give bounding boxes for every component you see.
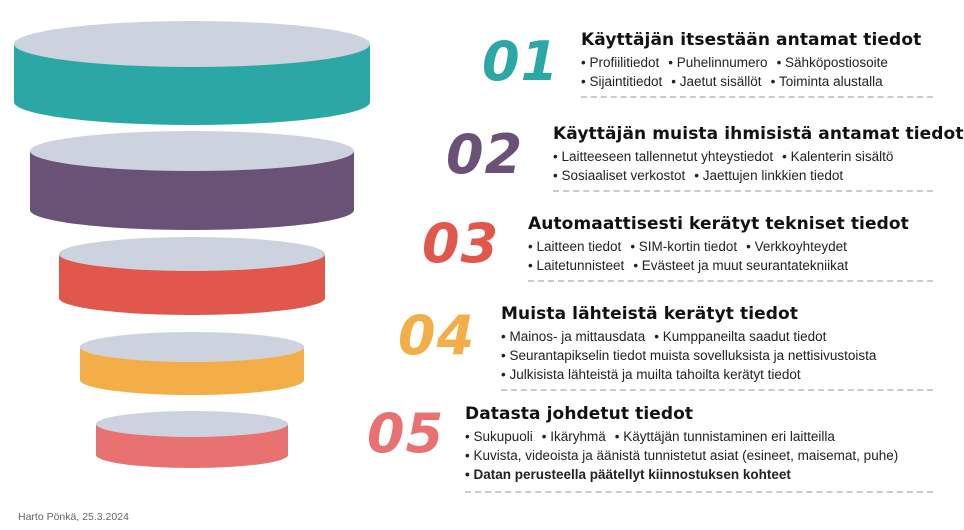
section-lines: Sukupuoli Ikäryhmä Käyttäjän tunnistaminen… <box>465 427 907 484</box>
bullet-item: Evästeet ja muut seurantatekniikat <box>633 258 848 273</box>
section-lines: Laitteeseen tallennetut yhteystiedot Kale… <box>553 147 964 185</box>
num-02: 02 <box>446 123 524 186</box>
bullet-item: Julkisista lähteistä ja muilta tahoilta … <box>501 367 801 382</box>
section-title: Muista lähteistä kerätyt tiedot <box>501 304 799 324</box>
bullet-item: Jaetut sisällöt <box>671 74 761 89</box>
funnel-disk-side <box>59 254 325 315</box>
funnel-disk-01 <box>14 21 370 125</box>
funnel-disk-top <box>30 131 354 171</box>
bullet-line: Kuvista, videoista ja äänistä tunnistetu… <box>465 446 907 465</box>
bullet-line: Julkisista lähteistä ja muilta tahoilta … <box>501 365 885 384</box>
bullet-line: Laitteeseen tallennetut yhteystiedot Kale… <box>553 147 964 166</box>
bullet-item: Toiminta alustalla <box>771 74 883 89</box>
funnel-disk-top <box>96 411 288 437</box>
bullet-item: Verkkoyhteydet <box>746 239 847 254</box>
bullet-line: Sosiaaliset verkostot Jaettujen linkkien … <box>553 166 964 185</box>
bullet-item: Jaettujen linkkien tiedot <box>694 168 843 183</box>
section-03: Automaattisesti kerätyt tekniset tiedot … <box>528 214 909 275</box>
credit: Harto Pönkä, 25.3.2024 <box>18 511 129 523</box>
bullet-item: SIM-kortin tiedot <box>630 239 737 254</box>
section-05: Datasta johdetut tiedot Sukupuoli Ikäryhm… <box>465 404 907 484</box>
bullet-item: Laitteen tiedot <box>528 239 621 254</box>
num-01: 01 <box>482 30 560 93</box>
bullet-item: Mainos- ja mittausdata <box>501 329 645 344</box>
section-02: Käyttäjän muista ihmisistä antamat tiedo… <box>553 124 964 185</box>
bullet-item: Käyttäjän tunnistaminen eri laitteilla <box>615 429 835 444</box>
bullet-item: Sijaintitiedot <box>581 74 662 89</box>
funnel-disk-side <box>14 44 370 125</box>
divider <box>528 280 933 282</box>
funnel-disk-side <box>30 151 354 230</box>
bullet-item: Sähköpostiosoite <box>777 55 888 70</box>
bullet-item: Sosiaaliset verkostot <box>553 168 685 183</box>
funnel-disk-top <box>80 332 304 362</box>
num-03: 03 <box>422 212 500 275</box>
section-title: Datasta johdetut tiedot <box>465 404 694 424</box>
divider <box>465 491 933 493</box>
divider <box>501 389 933 391</box>
divider <box>581 96 933 98</box>
section-01: Käyttäjän itsestään antamat tiedot Profi… <box>581 30 921 91</box>
bullet-item: Seurantapikselin tiedot muista sovelluks… <box>501 348 876 363</box>
bullet-line: Sijaintitiedot Jaetut sisällöt Toiminta al… <box>581 72 921 91</box>
bullet-line: Laitteen tiedot SIM-kortin tiedot Verkkoyh… <box>528 237 909 256</box>
bullet-item: Kalenterin sisältö <box>782 149 893 164</box>
bullet-line: Sukupuoli Ikäryhmä Käyttäjän tunnistaminen… <box>465 427 907 446</box>
funnel-disk-05 <box>96 411 288 468</box>
bullet-item: Profiilitiedot <box>581 55 659 70</box>
section-title: Automaattisesti kerätyt tekniset tiedot <box>528 214 909 234</box>
bullet-line: Laitetunnisteet Evästeet ja muut seuranta… <box>528 256 909 275</box>
divider <box>553 190 933 192</box>
funnel-disk-03 <box>59 237 325 315</box>
bullet-item: Datan perusteella päätellyt kiinnostukse… <box>465 467 791 482</box>
funnel-disk-02 <box>30 131 354 230</box>
bullet-item: Ikäryhmä <box>542 429 606 444</box>
num-04: 04 <box>398 304 476 367</box>
section-lines: Mainos- ja mittausdata Kumppaneilta saadu… <box>501 327 885 384</box>
funnel-disk-top <box>59 237 325 271</box>
section-title: Käyttäjän muista ihmisistä antamat tiedo… <box>553 124 964 144</box>
bullet-line: Datan perusteella päätellyt kiinnostukse… <box>465 465 907 484</box>
section-lines: Laitteen tiedot SIM-kortin tiedot Verkkoyh… <box>528 237 909 275</box>
section-lines: Profiilitiedot Puhelinnumero Sähköpostioso… <box>581 53 921 91</box>
bullet-line: Mainos- ja mittausdata Kumppaneilta saadu… <box>501 327 885 346</box>
section-04: Muista lähteistä kerätyt tiedot Mainos- … <box>501 304 885 384</box>
bullet-item: Laitteeseen tallennetut yhteystiedot <box>553 149 773 164</box>
bullet-line: Seurantapikselin tiedot muista sovelluks… <box>501 346 885 365</box>
funnel-diagram <box>14 21 370 468</box>
bullet-item: Kumppaneilta saadut tiedot <box>654 329 826 344</box>
funnel-disk-top <box>14 21 370 67</box>
bullet-item: Laitetunnisteet <box>528 258 624 273</box>
bullet-line: Profiilitiedot Puhelinnumero Sähköpostioso… <box>581 53 921 72</box>
num-05: 05 <box>367 402 445 465</box>
section-title: Käyttäjän itsestään antamat tiedot <box>581 30 922 50</box>
bullet-item: Kuvista, videoista ja äänistä tunnistetu… <box>465 448 898 463</box>
bullet-item: Puhelinnumero <box>668 55 767 70</box>
funnel-disk-04 <box>80 332 304 395</box>
bullet-item: Sukupuoli <box>465 429 533 444</box>
